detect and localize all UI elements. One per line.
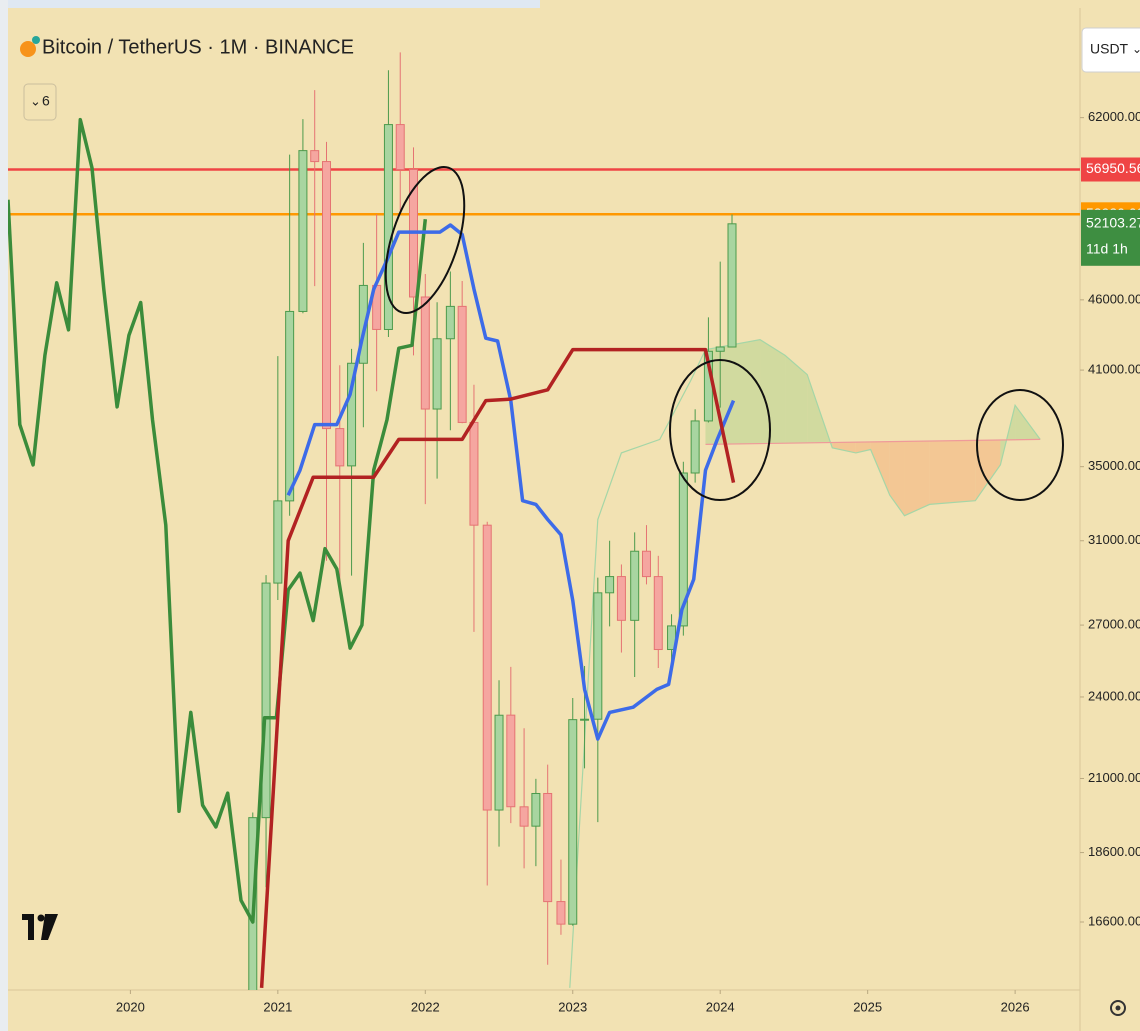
cloud-fill — [760, 339, 786, 444]
candle-body — [445, 305, 455, 340]
y-tick-label: 16600.00 — [1088, 913, 1140, 928]
candle-body — [298, 150, 308, 312]
y-tick-label: 62000.00 — [1088, 109, 1140, 124]
candle-body — [616, 576, 626, 621]
candle-body — [347, 362, 357, 467]
x-tick-label: 2026 — [1001, 999, 1030, 1014]
plot-area — [8, 52, 1080, 990]
candle-body — [690, 420, 700, 474]
cloud-fill — [832, 442, 856, 453]
y-tick-label: 41000.00 — [1088, 362, 1140, 377]
candle-body — [310, 150, 320, 163]
circle-annotation — [669, 359, 771, 501]
candle-body — [556, 901, 566, 925]
candle-body — [335, 428, 345, 467]
candle-body — [727, 223, 737, 348]
candle-body — [358, 284, 368, 364]
tv-logo — [22, 914, 58, 940]
candle-body — [543, 792, 553, 903]
symbol-icon — [20, 41, 36, 57]
countdown-label: 11d 1h — [1086, 241, 1128, 257]
symbol-icon-badge — [32, 36, 40, 44]
cloud-span-a — [569, 338, 1041, 988]
x-tick-label: 2024 — [706, 999, 735, 1014]
last-price-label: 52103.27 — [1086, 215, 1140, 231]
indicator-line — [259, 347, 736, 989]
y-tick-label: 21000.00 — [1088, 770, 1140, 785]
last-price-box — [1081, 209, 1140, 266]
cloud-fill — [785, 355, 808, 444]
candle-body — [285, 310, 295, 502]
currency-label: USDT — [1090, 41, 1129, 57]
candle-body — [273, 500, 283, 584]
cloud-fill — [929, 440, 976, 505]
candle-body — [432, 338, 442, 410]
candle-body — [568, 719, 578, 925]
y-tick-label: 27000.00 — [1088, 617, 1140, 632]
x-tick-label: 2025 — [853, 999, 882, 1014]
indicator-count: 6 — [42, 93, 50, 109]
cloud-fill — [889, 441, 905, 516]
candle-body — [494, 714, 504, 811]
candle-body — [641, 550, 651, 578]
candle-body — [457, 305, 467, 423]
candle-body — [580, 718, 590, 721]
settings-icon[interactable] — [1110, 1000, 1126, 1016]
circle-annotation — [976, 389, 1064, 501]
indicator-line — [8, 117, 428, 924]
price-label-box — [1081, 157, 1140, 182]
x-tick-label: 2022 — [411, 999, 440, 1014]
x-tick-label: 2021 — [263, 999, 292, 1014]
y-tick-label: 31000.00 — [1088, 532, 1140, 547]
y-tick-label: 46000.00 — [1088, 291, 1140, 306]
cloud-span-b — [705, 438, 1041, 445]
cloud-fill — [904, 441, 930, 516]
header: Bitcoin / TetherUS · 1M · BINANCE ⌄ 6 US… — [20, 27, 1140, 1016]
cloud-fill — [975, 439, 1001, 501]
currency-button[interactable] — [1081, 27, 1140, 73]
currency-chevron: ⌄ — [1132, 42, 1140, 56]
circle-annotation — [384, 166, 466, 314]
cloud-fill — [870, 441, 890, 496]
x-tick-label: 2020 — [116, 999, 145, 1014]
left-edge — [0, 0, 8, 1031]
candle-body — [395, 124, 405, 171]
indicators-chevron: ⌄ — [30, 93, 41, 108]
candle-body — [519, 806, 529, 827]
y-tick-label: 24000.00 — [1088, 688, 1140, 703]
candle-body — [678, 472, 688, 627]
y-tick-label: 35000.00 — [1088, 458, 1140, 473]
top-edge — [0, 0, 540, 8]
x-tick-label: 2023 — [558, 999, 587, 1014]
candle-body — [322, 161, 332, 430]
candle-body — [605, 576, 615, 594]
indicators-toggle[interactable] — [23, 83, 57, 121]
settings-icon-center — [1115, 1005, 1121, 1011]
candle-body — [593, 592, 603, 720]
candle-body — [715, 346, 725, 352]
candle-body — [630, 550, 640, 621]
axes: 62000.00 46000.00 41000.00 35000.00 31000.00… — [116, 109, 1140, 1014]
candle-body — [469, 421, 479, 526]
y-tick-label: 18600.00 — [1088, 844, 1140, 859]
candle-body — [531, 792, 541, 827]
candle-body — [653, 576, 663, 651]
annotations — [384, 166, 1064, 501]
candle-body — [506, 714, 516, 808]
candle-body — [261, 582, 271, 819]
indicator-line — [286, 223, 736, 741]
symbol-title: Bitcoin / TetherUS · 1M · BINANCE — [42, 36, 354, 58]
candle-body — [420, 296, 430, 410]
price-label: 56950.56 — [1086, 160, 1140, 176]
candle-body — [482, 524, 492, 811]
candle-body — [383, 124, 393, 330]
